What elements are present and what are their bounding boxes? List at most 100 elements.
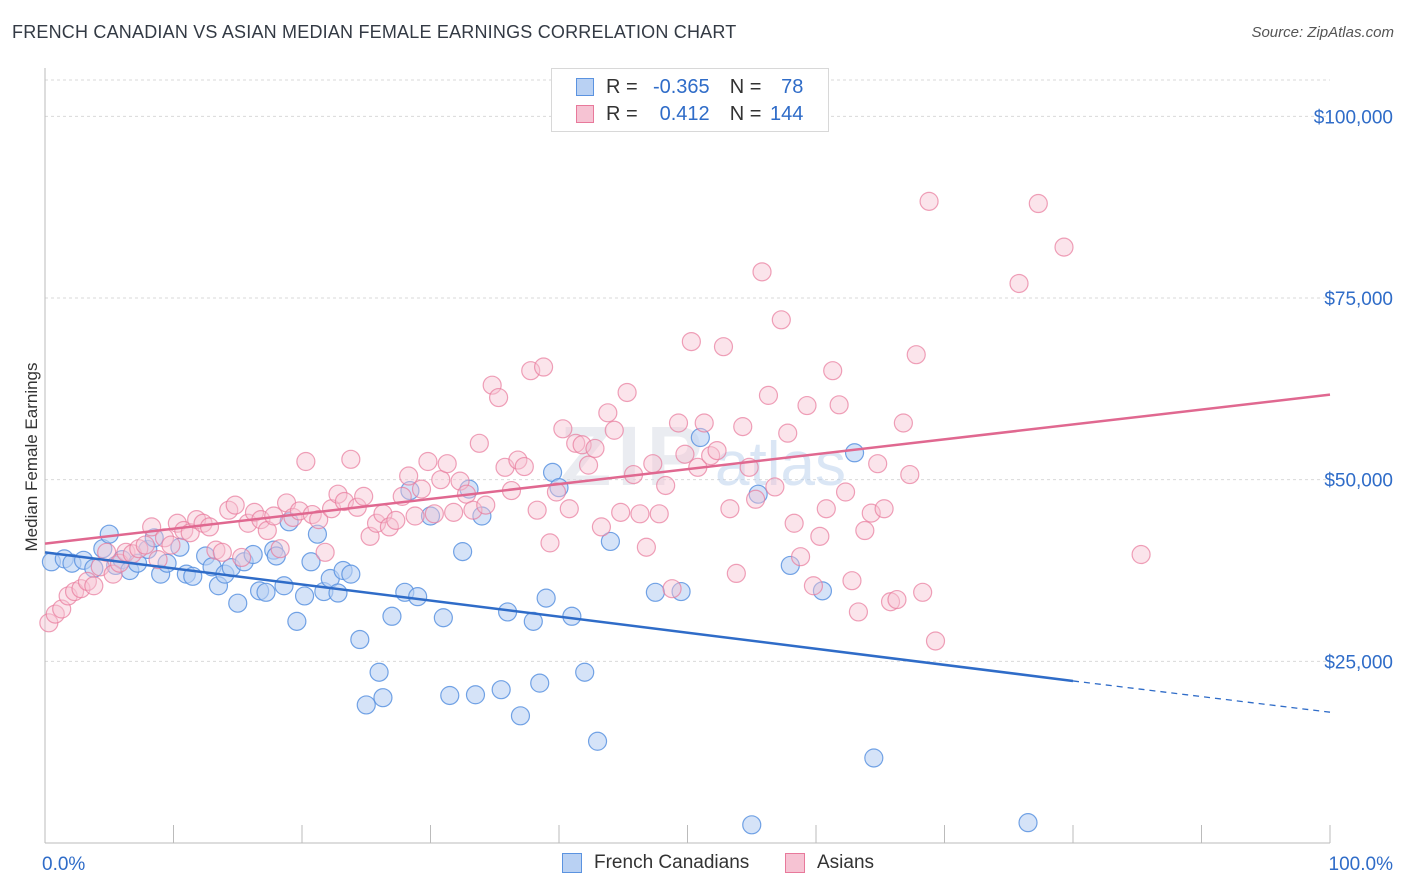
asians-point (925, 631, 946, 651)
asians-point (135, 535, 155, 555)
asians-point (1131, 544, 1151, 565)
french-canadians-point (748, 484, 768, 504)
legend-row-asian: R = 0.412 N = 144 (576, 101, 803, 127)
x-tick-labels: 0.0% 100.0% (42, 854, 1393, 875)
legend-n-label: N = (729, 75, 762, 98)
french-canadians-point (228, 593, 248, 613)
asians-point (803, 576, 824, 596)
bottom-legend-french: French Canadians (562, 852, 749, 874)
asians-point (694, 413, 714, 433)
asians-point (566, 433, 586, 453)
asians-point (463, 500, 483, 520)
asians-point (296, 451, 316, 472)
asians-point (514, 456, 534, 477)
asians-point (778, 423, 798, 443)
asians-point (848, 602, 869, 622)
asians-point (148, 549, 168, 570)
asians-point (733, 417, 753, 437)
bottom-legend-asian: Asians (785, 852, 874, 874)
french-canadians-point (690, 427, 710, 448)
asians-point (919, 191, 939, 211)
asians-point (874, 499, 894, 519)
french-canadians-point (433, 608, 453, 628)
asians-point (784, 513, 804, 533)
asians-point (527, 500, 547, 520)
legend-n-label: N = (729, 102, 762, 125)
asians-point (212, 542, 232, 562)
asians-point (643, 454, 663, 474)
asians-point (746, 489, 766, 509)
asians-point (636, 537, 656, 557)
asians-point (604, 420, 624, 440)
asians-point (489, 387, 509, 408)
asians-point (97, 542, 117, 562)
asians-point (341, 449, 361, 469)
french-canadians-point (812, 581, 833, 601)
asians-point (771, 310, 791, 330)
legend-row-french: R = -0.365 N = 78 (576, 74, 803, 100)
y-tick-label: $100,000 (1314, 107, 1393, 128)
french-canadians-point (328, 583, 348, 603)
asians-point (553, 419, 573, 439)
asians-point (893, 413, 913, 433)
asians-point (585, 438, 605, 459)
asians-point (855, 520, 875, 541)
asians-point (906, 345, 926, 365)
asians-point (103, 564, 123, 584)
french-canadians-point (369, 662, 389, 682)
legend: R = -0.365 N = 78 R = 0.412 N = 144 (551, 68, 829, 132)
asians-point (598, 403, 618, 423)
french-canadians-points (41, 427, 1038, 835)
asians-point (315, 542, 335, 562)
french-canadians-point (864, 748, 884, 768)
trend-lines (44, 393, 1331, 713)
axes (44, 68, 1331, 844)
asians-point (835, 482, 856, 502)
french-canadians-trend-extension (1072, 680, 1331, 713)
asians-point (244, 502, 265, 522)
french-canadians-point (307, 524, 328, 544)
french-canadians-point (99, 524, 119, 544)
french-canadians-point (536, 588, 556, 608)
y-axis-label: Median Female Earnings (22, 363, 41, 552)
french-canadians-point (408, 587, 428, 607)
asians-point (713, 337, 734, 357)
asians-point (1054, 237, 1074, 257)
asians-point (225, 495, 245, 515)
french-canadians-point (742, 815, 762, 835)
chart-source: Source: ZipAtlas.com (1251, 24, 1394, 41)
asians-trend-line (44, 393, 1331, 545)
asians-point (199, 517, 220, 537)
asians-point (232, 547, 252, 568)
asians-point (45, 604, 65, 624)
asians-point (1009, 273, 1029, 294)
y-tick-label: $50,000 (1324, 471, 1393, 492)
asians-point (765, 477, 785, 497)
legend-swatch-asian (576, 105, 594, 123)
asians-point (752, 262, 772, 282)
x-tick-label-min: 0.0% (42, 854, 85, 875)
asians-point (418, 451, 438, 472)
asians-point (270, 539, 290, 559)
asians-point (913, 582, 933, 602)
asians-point (572, 435, 592, 455)
asians-point (399, 466, 419, 486)
asians-point (559, 499, 579, 519)
french-canadians-point (373, 688, 393, 708)
y-tick-labels: $25,000 $50,000 $75,000 $100,000 (1314, 107, 1393, 673)
asians-point (823, 361, 843, 381)
asians-point (424, 504, 444, 524)
asians-point (816, 499, 836, 519)
asians-point (431, 470, 451, 490)
asians-point (720, 499, 740, 519)
bottom-legend-swatch-french (562, 853, 582, 873)
asians-point (328, 484, 348, 504)
french-canadians-point (465, 685, 486, 705)
asians-point (469, 433, 489, 453)
french-canadians-point (341, 564, 361, 584)
french-canadians-point (356, 695, 376, 715)
french-canadians-point (274, 576, 294, 596)
asians-point (482, 375, 502, 395)
asians-point (758, 385, 779, 405)
